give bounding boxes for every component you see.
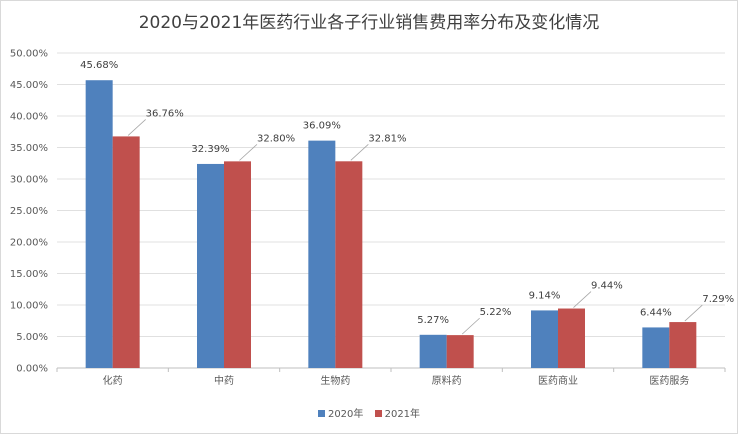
y-tick-label: 15.00% (10, 269, 48, 280)
bar-2021 (558, 308, 585, 368)
bar-2021 (669, 322, 697, 368)
data-label-leader (350, 144, 369, 161)
data-label: 5.27% (417, 315, 449, 326)
data-label-leader (239, 144, 258, 161)
data-label-leader (461, 317, 480, 335)
data-label: 45.68% (80, 60, 118, 71)
bar-2020 (197, 163, 224, 368)
bar-2020 (85, 80, 113, 368)
legend-label-2020: 2020年 (327, 409, 364, 420)
bar-2020 (419, 334, 447, 368)
data-label: 6.44% (640, 307, 672, 318)
legend-swatch-2021 (374, 410, 382, 417)
y-tick-label: 25.00% (10, 206, 48, 217)
data-label: 32.80% (257, 133, 295, 144)
data-label-leader (127, 119, 146, 136)
y-tick-label: 0.00% (16, 364, 48, 375)
x-tick-label: 医药商业 (538, 374, 578, 387)
y-tick-label: 45.00% (10, 80, 48, 91)
data-label: 5.22% (480, 307, 512, 318)
legend-item-2021: 2021年 (374, 409, 421, 420)
legend: 2020年 2021年 (0, 405, 738, 420)
data-label: 32.39% (191, 144, 229, 155)
x-tick-label: 化药 (103, 374, 123, 387)
data-label-leader (684, 304, 703, 322)
legend-swatch-2020 (317, 410, 325, 417)
y-tick-label: 50.00% (10, 49, 48, 60)
data-label-leader (573, 291, 592, 308)
bar-2021 (224, 161, 251, 368)
x-tick-label: 中药 (214, 374, 234, 387)
y-tick-label: 5.00% (16, 332, 48, 343)
legend-item-2020: 2020年 (317, 409, 364, 420)
data-label: 32.81% (368, 133, 406, 144)
data-label: 36.09% (303, 121, 341, 132)
bar-2020 (531, 310, 558, 368)
y-tick-label: 35.00% (10, 143, 48, 154)
x-tick-label: 原料药 (432, 374, 462, 387)
bar-2020 (308, 140, 336, 368)
legend-label-2021: 2021年 (384, 409, 421, 420)
bar-2021 (112, 136, 140, 368)
bar-2021 (335, 161, 363, 368)
y-tick-label: 20.00% (10, 238, 48, 249)
y-tick-label: 40.00% (10, 112, 48, 123)
x-tick-label: 医药服务 (649, 374, 689, 387)
data-label: 9.44% (591, 281, 623, 292)
bar-2020 (642, 327, 670, 368)
y-tick-label: 10.00% (10, 301, 48, 312)
data-label: 36.76% (146, 108, 184, 119)
chart-title: 2020与2021年医药行业各子行业销售费用率分布及变化情况 (138, 13, 600, 33)
y-tick-label: 30.00% (10, 175, 48, 186)
data-label: 7.29% (702, 294, 734, 305)
x-tick-label: 生物药 (320, 374, 350, 387)
data-label: 9.14% (529, 290, 561, 301)
bar-2021 (446, 335, 474, 368)
